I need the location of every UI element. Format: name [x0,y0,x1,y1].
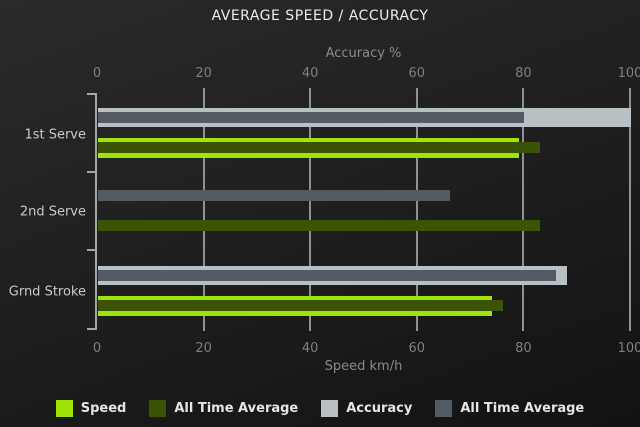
bottom-tick-label-20: 20 [195,341,212,356]
y-axis-tick [87,328,97,330]
legend-label: Accuracy [346,400,413,416]
gridline-20 [202,88,205,331]
chart-title: AVERAGE SPEED / ACCURACY [211,8,429,24]
bar-speed-alltime [98,220,541,231]
gridline-80 [522,88,525,331]
legend-label: Speed [80,400,127,416]
category-label-2nd-serve: 2nd Serve [19,204,86,220]
bottom-tick-label-100: 100 [617,341,640,356]
legend-label: All Time Average [174,400,299,416]
top-tick-label-20: 20 [195,66,212,81]
bar-speed-alltime [98,142,541,153]
bar-speed-alltime [98,300,504,311]
y-axis-line [95,93,97,330]
legend-swatch [149,399,167,417]
bottom-tick-label-0: 0 [92,341,102,356]
bottom-tick-label-80: 80 [515,341,532,356]
y-axis-tick [87,93,97,95]
top-tick-label-100: 100 [617,66,640,81]
legend-label: All Time Average [460,400,585,416]
legend-item-all-time-average: All Time Average [435,399,585,417]
y-axis-tick [87,171,97,173]
category-label-grnd-stroke: Grnd Stroke [8,284,86,300]
legend-item-accuracy: Accuracy [321,399,413,417]
top-tick-label-60: 60 [408,66,426,81]
legend-item-all-time-average: All Time Average [149,399,299,417]
bar-accuracy-alltime [98,270,557,281]
bar-accuracy-alltime [98,112,525,123]
top-tick-label-0: 0 [92,66,102,81]
legend-swatch [55,399,73,417]
legend-item-speed: Speed [55,399,127,417]
top-tick-label-80: 80 [515,66,532,81]
top-tick-label-40: 40 [301,66,319,81]
category-label-1st-serve: 1st Serve [24,127,86,143]
bottom-tick-label-40: 40 [301,341,319,356]
legend-swatch [435,399,453,417]
gridline-60 [415,88,418,331]
legend: Speed All Time Average Accuracy All Time Av… [0,398,640,418]
bar-accuracy-alltime [98,190,450,201]
bottom-tick-label-60: 60 [408,341,426,356]
bottom-axis-title: Speed km/h [324,359,403,374]
gridline-40 [309,88,312,331]
top-axis-title: Accuracy % [325,46,402,61]
y-axis-tick [87,249,97,251]
legend-swatch [321,399,339,417]
gridline-100 [629,88,631,331]
